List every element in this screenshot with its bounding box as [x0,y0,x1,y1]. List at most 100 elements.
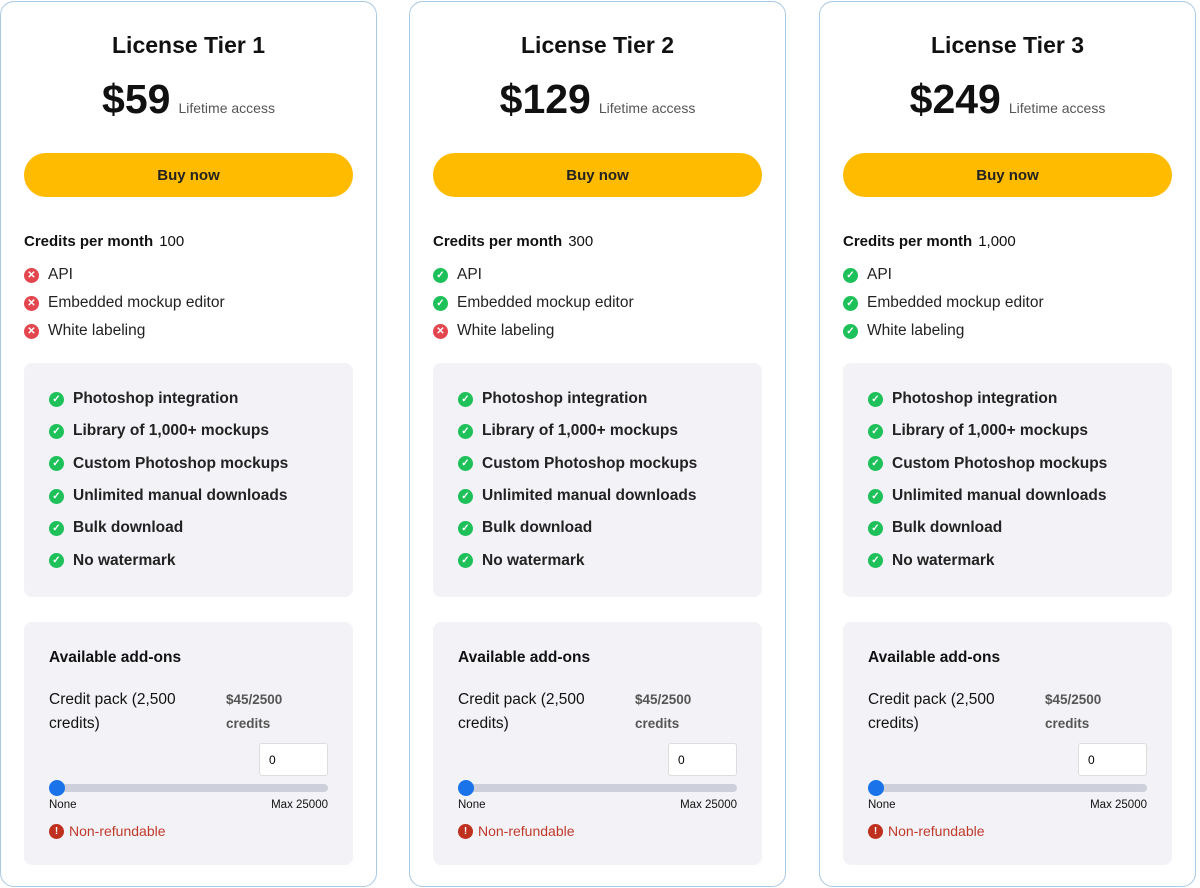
buy-now-button[interactable]: Buy now [24,153,353,197]
feature-row: ✓ API [843,261,1044,289]
non-refundable-warning: ! Non-refundable [868,823,985,839]
credits-per-month: Credits per month 1,000 [843,233,1016,250]
included-label: No watermark [892,551,995,569]
included-label: Unlimited manual downloads [482,487,697,505]
included-feature: ✓ Unlimited manual downloads [458,480,762,512]
included-features-box: ✓ Photoshop integration ✓ Library of 1,000+… [433,363,762,597]
check-circle-icon: ✓ [49,488,64,504]
check-circle-icon: ✓ [433,295,448,311]
credit-pack-label: Credit pack (2,500 credits) [868,691,995,732]
included-label: Library of 1,000+ mockups [892,422,1088,440]
buy-now-button[interactable]: Buy now [433,153,762,197]
addons-box: Available add-ons Credit pack (2,500 cre… [843,622,1172,865]
slider-min-label: None [49,799,77,811]
x-circle-icon: ✕ [24,267,39,283]
credit-pack-price: $45/2500 credits [635,692,692,731]
check-circle-icon: ✓ [868,423,883,439]
included-features-box: ✓ Photoshop integration ✓ Library of 1,000+… [24,363,353,597]
included-label: Custom Photoshop mockups [482,454,698,472]
check-circle-icon: ✓ [49,553,64,569]
credits-value: 100 [159,233,185,250]
check-circle-icon: ✓ [49,520,64,536]
check-circle-icon: ✓ [458,423,473,439]
credits-per-month: Credits per month 100 [24,233,184,250]
addons-box: Available add-ons Credit pack (2,500 cre… [433,622,762,865]
feature-row: ✓ API [433,261,634,289]
price: $249 [909,76,1001,122]
check-circle-icon: ✓ [868,456,883,472]
included-label: Bulk download [892,519,1003,537]
included-feature: ✓ Library of 1,000+ mockups [49,415,353,447]
slider-thumb[interactable] [458,780,474,796]
check-circle-icon: ✓ [843,295,858,311]
access-label: Lifetime access [178,100,275,116]
included-label: Photoshop integration [482,390,648,408]
slider-max-label: Max 25000 [1090,799,1147,811]
credit-pack-slider[interactable] [868,784,1147,792]
credit-pack-label: Credit pack (2,500 credits) [49,691,176,732]
warning-text: Non-refundable [69,823,166,839]
check-circle-icon: ✓ [843,267,858,283]
check-circle-icon: ✓ [868,553,883,569]
feature-label: White labeling [457,322,555,339]
credit-pack-slider[interactable] [458,784,737,792]
feature-label: White labeling [867,322,965,339]
feature-row: ✕ API [24,261,225,289]
included-label: Bulk download [482,519,593,537]
check-circle-icon: ✓ [458,391,473,407]
feature-row: ✓ Embedded mockup editor [433,289,634,317]
credit-pack-slider[interactable] [49,784,328,792]
check-circle-icon: ✓ [49,456,64,472]
slider-thumb[interactable] [49,780,65,796]
feature-label: Embedded mockup editor [457,294,634,311]
credit-pack-quantity-input[interactable] [259,743,328,776]
price: $129 [499,76,591,122]
slider-min-label: None [868,799,896,811]
non-refundable-warning: ! Non-refundable [458,823,575,839]
credit-pack-price: $45/2500 credits [1045,692,1102,731]
check-circle-icon: ✓ [868,488,883,504]
feature-list: ✓ API ✓ Embedded mockup editor ✓ White labeli… [843,261,1044,345]
pricing-card: License Tier 3 $249 Lifetime access Buy n… [819,1,1196,887]
included-label: No watermark [73,551,176,569]
pricing-card: License Tier 1 $59 Lifetime access Buy no… [0,1,377,887]
access-label: Lifetime access [1008,100,1106,116]
included-feature: ✓ Custom Photoshop mockups [868,448,1172,480]
alert-circle-icon: ! [49,823,64,839]
included-feature: ✓ Library of 1,000+ mockups [458,415,762,447]
addons-title: Available add-ons [868,649,1001,666]
warning-text: Non-refundable [478,823,575,839]
alert-circle-icon: ! [868,823,883,839]
included-features-box: ✓ Photoshop integration ✓ Library of 1,000+… [843,363,1172,597]
tier-title: License Tier 3 [931,32,1084,58]
included-label: No watermark [482,551,585,569]
credit-pack-quantity-input[interactable] [1078,743,1147,776]
feature-label: API [867,266,892,283]
x-circle-icon: ✕ [24,323,39,339]
included-feature: ✓ Library of 1,000+ mockups [868,415,1172,447]
credits-value: 1,000 [978,233,1016,250]
credits-label: Credits per month [24,233,154,250]
feature-label: Embedded mockup editor [867,294,1044,311]
credits-per-month: Credits per month 300 [433,233,593,250]
included-label: Library of 1,000+ mockups [482,422,678,440]
included-feature: ✓ Custom Photoshop mockups [458,448,762,480]
included-feature: ✓ Photoshop integration [868,383,1172,415]
buy-now-button[interactable]: Buy now [843,153,1172,197]
included-label: Custom Photoshop mockups [73,454,289,472]
included-feature: ✓ Custom Photoshop mockups [49,448,353,480]
slider-max-label: Max 25000 [680,799,737,811]
non-refundable-warning: ! Non-refundable [49,823,166,839]
check-circle-icon: ✓ [49,391,64,407]
feature-row: ✕ White labeling [24,317,225,345]
included-feature: ✓ Bulk download [458,512,762,544]
included-feature: ✓ No watermark [868,544,1172,576]
tier-title: License Tier 1 [112,32,265,58]
included-feature: ✓ Photoshop integration [458,383,762,415]
feature-list: ✓ API ✓ Embedded mockup editor ✕ White labeli… [433,261,634,345]
price-row: $249 Lifetime access [820,76,1195,123]
slider-thumb[interactable] [868,780,884,796]
credit-pack-quantity-input[interactable] [668,743,737,776]
credit-pack-label: Credit pack (2,500 credits) [458,691,585,732]
addons-title: Available add-ons [49,649,182,666]
